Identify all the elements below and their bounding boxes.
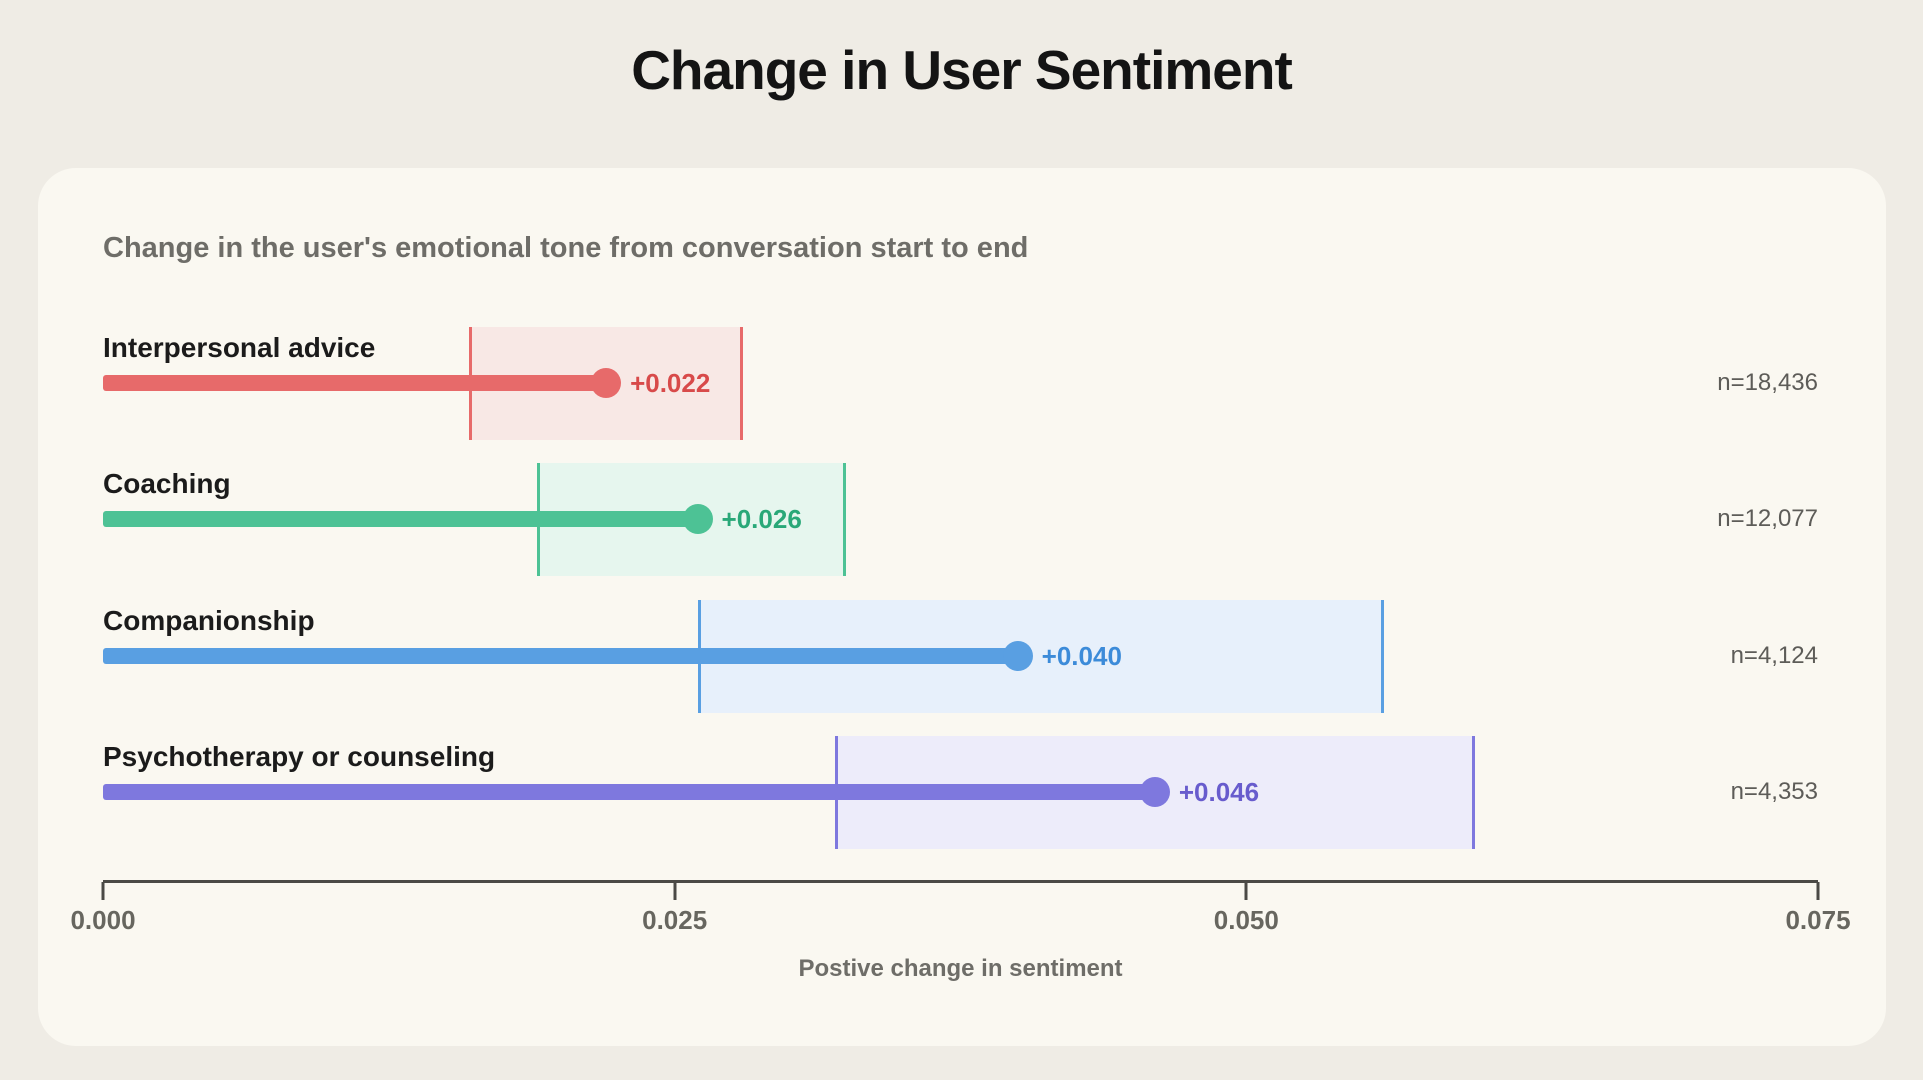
sample-size-label: n=4,124 (1730, 642, 1818, 669)
lollipop-bar (103, 511, 698, 527)
sample-size-label: n=12,077 (1717, 505, 1818, 532)
x-axis-tick (1816, 882, 1820, 900)
lollipop-dot (1139, 777, 1170, 807)
chart-plot-area: Postive change in sentiment Interpersona… (70, 168, 1851, 1046)
value-label: +0.026 (721, 504, 802, 534)
category-label: Coaching (103, 468, 231, 499)
sample-size-label: n=18,436 (1717, 369, 1818, 396)
x-axis-tick-label: 0.025 (642, 905, 708, 935)
lollipop-dot (1002, 641, 1033, 671)
lollipop-bar (103, 648, 1018, 664)
x-axis-tick (673, 882, 677, 900)
lollipop-dot (591, 368, 622, 398)
x-axis-tick-label: 0.050 (1213, 905, 1279, 935)
category-label: Psychotherapy or counseling (103, 741, 496, 772)
category-label: Interpersonal advice (103, 332, 376, 363)
category-label: Companionship (103, 605, 315, 636)
x-axis-tick (101, 882, 105, 900)
x-axis-tick-label: 0.000 (70, 905, 136, 935)
x-axis-line (103, 880, 1818, 883)
value-label: +0.046 (1178, 777, 1260, 807)
lollipop-bar (103, 784, 1155, 800)
x-axis-title: Postive change in sentiment (798, 955, 1123, 982)
value-label: +0.022 (630, 368, 711, 398)
x-axis-tick-label: 0.075 (1785, 905, 1851, 935)
sample-size-label: n=4,353 (1730, 778, 1818, 805)
lollipop-dot (682, 504, 713, 534)
page-title: Change in User Sentiment (631, 39, 1293, 101)
chart-subtitle: Change in the user's emotional tone from… (103, 232, 1029, 264)
lollipop-bar (103, 375, 607, 391)
chart-card: Change in the user's emotional tone from… (38, 168, 1886, 1046)
value-label: +0.040 (1041, 641, 1122, 671)
x-axis-tick (1244, 882, 1248, 900)
